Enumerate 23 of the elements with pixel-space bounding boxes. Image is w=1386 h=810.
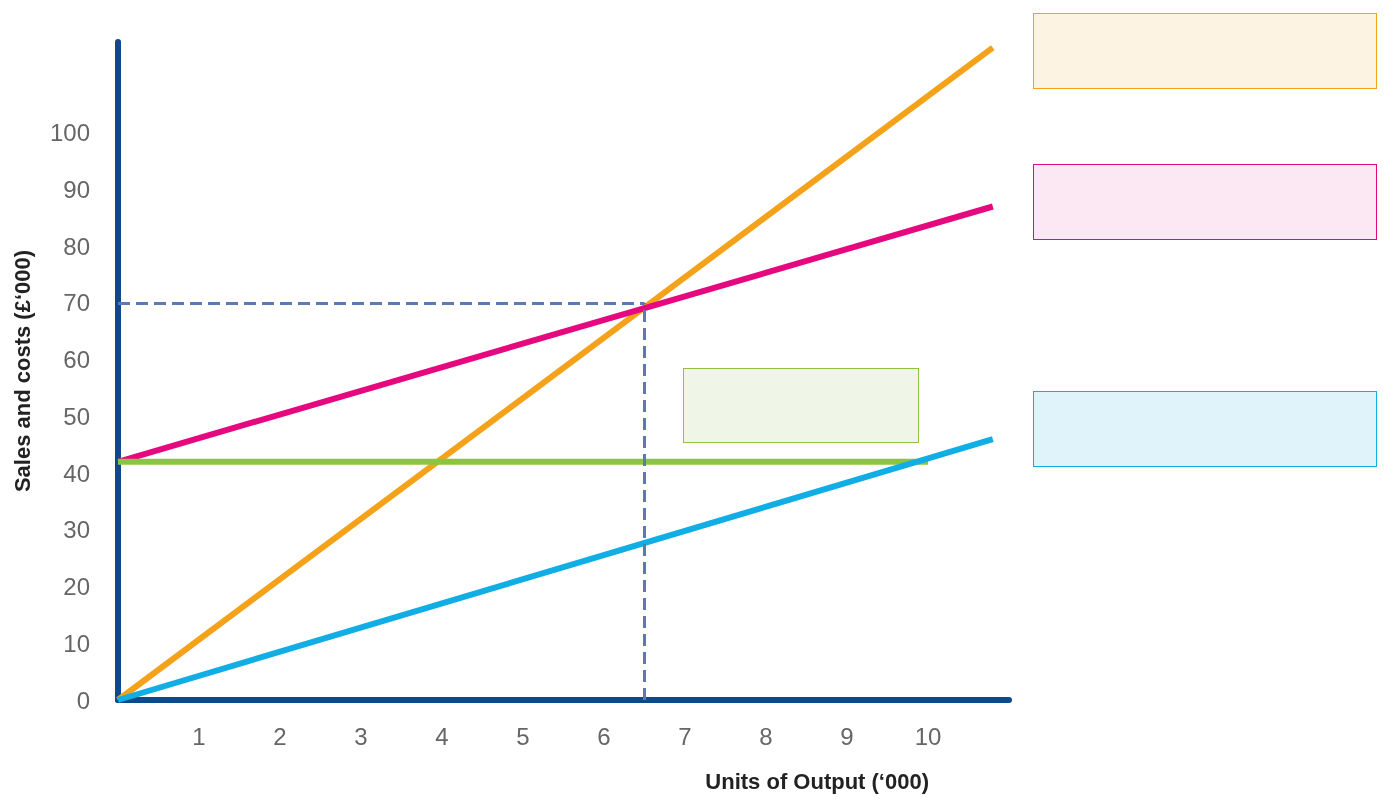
y-tick-label: 40 (63, 459, 90, 487)
x-tick-label: 5 (516, 722, 530, 750)
x-tick-label: 2 (273, 722, 287, 750)
x-tick-label: 10 (914, 722, 942, 750)
y-tick-label: 80 (63, 232, 90, 260)
y-axis-title: Sales and costs (£‘000) (9, 249, 35, 493)
y-tick-label: 50 (63, 402, 90, 430)
y-tick-label: 60 (63, 346, 90, 374)
x-tick-label: 3 (354, 722, 368, 750)
y-tick-label: 0 (76, 686, 90, 714)
y-tick-label: 70 (63, 289, 90, 317)
y-tick-label: 90 (63, 175, 90, 203)
x-tick-label: 9 (840, 722, 854, 750)
x-tick-label: 1 (192, 722, 206, 750)
y-tick-label: 30 (63, 516, 90, 544)
x-axis-title: Units of Output (‘000) (705, 768, 929, 794)
x-tick-label: 8 (759, 722, 773, 750)
x-tick-label: 6 (597, 722, 611, 750)
y-tick-label: 10 (63, 629, 90, 657)
x-tick-label: 7 (678, 722, 692, 750)
y-tick-label: 20 (63, 573, 90, 601)
y-tick-label: 100 (49, 119, 90, 147)
x-tick-label: 4 (435, 722, 449, 750)
